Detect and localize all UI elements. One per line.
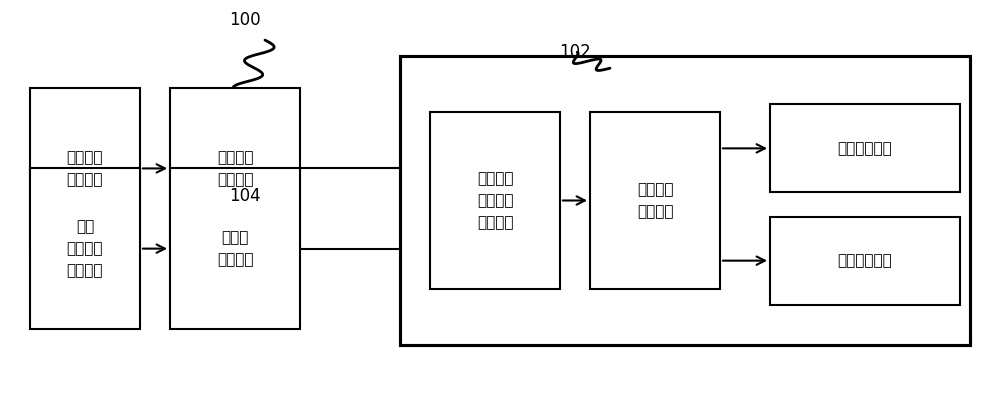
Text: 感测主控: 感测主控 (477, 193, 513, 208)
Text: 处理模块: 处理模块 (637, 182, 673, 197)
Text: 待测电场: 待测电场 (67, 150, 103, 165)
Text: 100: 100 (229, 11, 261, 29)
Text: 待测电场: 待测电场 (67, 241, 103, 256)
Text: 电场磁场: 电场磁场 (217, 172, 253, 187)
FancyBboxPatch shape (770, 104, 960, 192)
FancyBboxPatch shape (400, 56, 970, 345)
Text: 电网现场: 电网现场 (67, 172, 103, 187)
FancyBboxPatch shape (430, 112, 560, 289)
Text: 本地显示单元: 本地显示单元 (838, 141, 892, 156)
Text: 本地数据: 本地数据 (637, 204, 673, 219)
Text: 104: 104 (229, 188, 261, 205)
FancyBboxPatch shape (170, 168, 300, 329)
Text: 测设备: 测设备 (221, 230, 249, 245)
Text: 102: 102 (559, 43, 591, 61)
Text: 计算模块: 计算模块 (477, 171, 513, 186)
FancyBboxPatch shape (30, 168, 140, 329)
Text: 温湿度感: 温湿度感 (217, 252, 253, 267)
Text: 电网现场: 电网现场 (67, 263, 103, 278)
Text: 本地告警单元: 本地告警单元 (838, 253, 892, 268)
FancyBboxPatch shape (30, 88, 140, 249)
Text: 环境: 环境 (76, 219, 94, 234)
Text: 电场磁场: 电场磁场 (477, 215, 513, 230)
FancyBboxPatch shape (770, 217, 960, 305)
FancyBboxPatch shape (170, 88, 300, 249)
Text: 感应设备: 感应设备 (217, 150, 253, 165)
FancyBboxPatch shape (590, 112, 720, 289)
